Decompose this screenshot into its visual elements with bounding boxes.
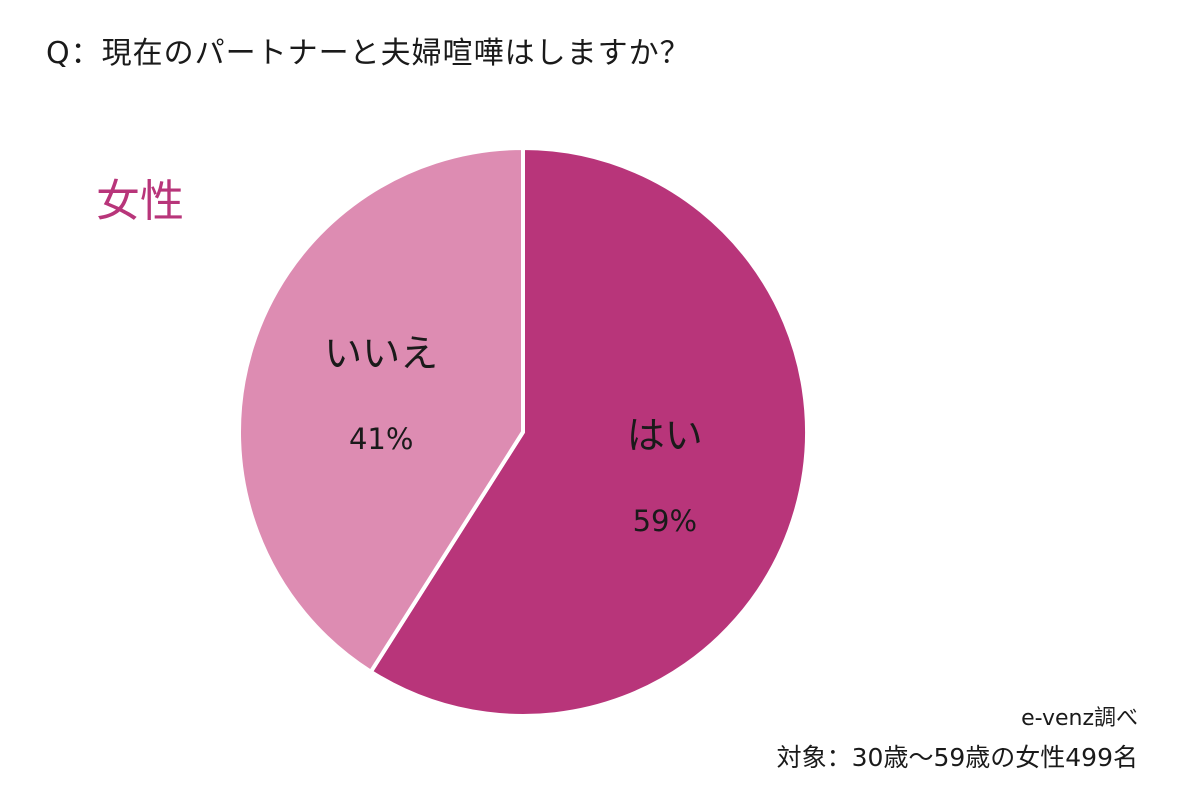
pie-labels: はい 59% いいえ 41% — [324, 331, 703, 538]
pie-slice-0 — [368, 146, 809, 718]
pie-slice-1 — [237, 146, 525, 674]
slice-label-1: いいえ — [324, 331, 438, 375]
chart-title: Q：現在のパートナーと夫婦喧嘩はしますか？ — [46, 36, 691, 71]
target-note: 対象：30歳〜59歳の女性499名 — [776, 743, 1138, 772]
slice-label-0: はい — [627, 414, 703, 458]
subject-label: 女性 — [96, 176, 184, 227]
pie-slices — [237, 146, 809, 718]
slice-value-0: 59% — [633, 504, 697, 538]
slice-value-1: 41% — [349, 422, 413, 456]
source-note: e-venz調べ — [1021, 706, 1138, 731]
